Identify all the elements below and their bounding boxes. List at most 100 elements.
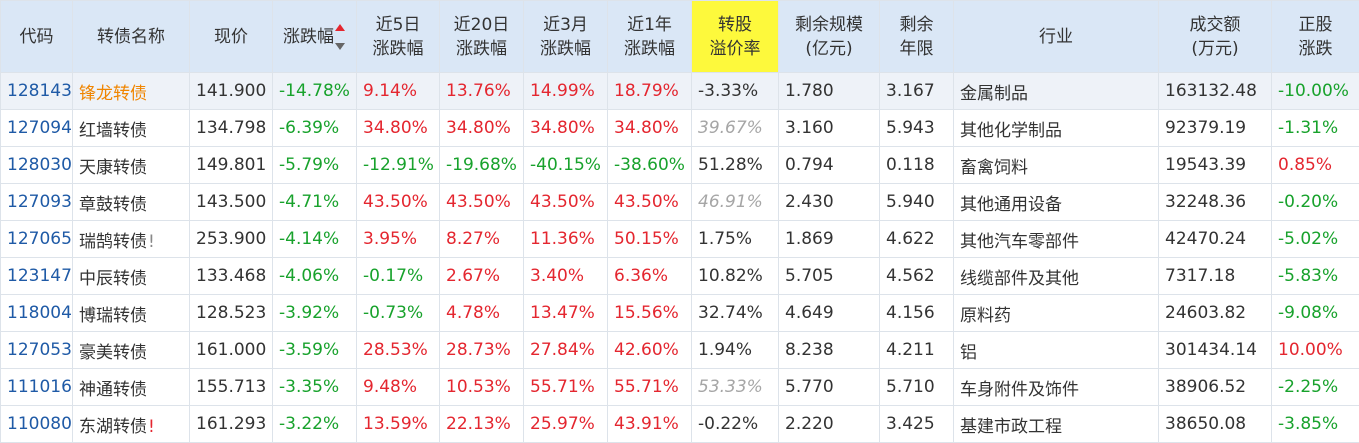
header-stock-change[interactable]: 正股涨跌 [1272, 1, 1359, 73]
header-change-1y[interactable]: 近1年涨跌幅 [608, 1, 692, 73]
bond-name[interactable]: 章鼓转债 [79, 195, 147, 215]
bond-name-cell[interactable]: 东湖转债! [73, 406, 190, 443]
bond-code[interactable]: 111016 [7, 377, 72, 397]
change-cell: -14.78% [273, 73, 357, 110]
header-change-20d[interactable]: 近20日涨跌幅 [440, 1, 524, 73]
bond-name[interactable]: 锋龙转债 [79, 84, 147, 104]
premium-cell: 51.28% [692, 147, 779, 184]
bond-name-cell[interactable]: 神通转债 [73, 369, 190, 406]
bond-code[interactable]: 127053 [7, 340, 72, 360]
change: -3.59% [279, 340, 339, 360]
change-1y-cell: 43.91% [608, 406, 692, 443]
header-industry[interactable]: 行业 [954, 1, 1159, 73]
remaining-scale-cell: 1.780 [779, 73, 880, 110]
remaining-scale-cell: 0.794 [779, 147, 880, 184]
remaining-scale: 0.794 [785, 155, 834, 175]
change-5d: 43.50% [363, 192, 428, 212]
bond-code[interactable]: 127065 [7, 229, 72, 249]
industry-cell: 铝 [954, 332, 1159, 369]
industry-cell: 线缆部件及其他 [954, 258, 1159, 295]
bond-name[interactable]: 豪美转债 [79, 343, 147, 363]
bond-code[interactable]: 118004 [7, 303, 72, 323]
bond-name-cell[interactable]: 博瑞转债 [73, 295, 190, 332]
header-name[interactable]: 转债名称 [73, 1, 190, 73]
change-cell: -3.22% [273, 406, 357, 443]
bond-code[interactable]: 128143 [7, 81, 72, 101]
bond-code[interactable]: 123147 [7, 266, 72, 286]
bond-code-cell[interactable]: 127094 [1, 110, 73, 147]
bond-code[interactable]: 128030 [7, 155, 72, 175]
remaining-scale: 1.869 [785, 229, 834, 249]
change-3m: 55.71% [530, 377, 595, 397]
bond-name-cell[interactable]: 天康转债 [73, 147, 190, 184]
bond-name[interactable]: 东湖转债 [79, 417, 147, 437]
header-remaining-scale[interactable]: 剩余规模(亿元) [779, 1, 880, 73]
bond-code[interactable]: 127093 [7, 192, 72, 212]
price-cell: 134.798 [190, 110, 273, 147]
bond-code-cell[interactable]: 110080 [1, 406, 73, 443]
header-change-5d[interactable]: 近5日涨跌幅 [357, 1, 440, 73]
stock-change: 0.85% [1278, 155, 1332, 175]
bond-name-cell[interactable]: 红墙转债 [73, 110, 190, 147]
price-cell: 253.900 [190, 221, 273, 258]
premium-cell: -0.22% [692, 406, 779, 443]
header-premium[interactable]: 转股溢价率 [692, 1, 779, 73]
bond-name-cell[interactable]: 瑞鹄转债! [73, 221, 190, 258]
bond-code-cell[interactable]: 123147 [1, 258, 73, 295]
header-change[interactable]: 涨跌幅 [273, 1, 357, 73]
change-20d-cell: 13.76% [440, 73, 524, 110]
bond-code-cell[interactable]: 127053 [1, 332, 73, 369]
change-5d-cell: -0.17% [357, 258, 440, 295]
bond-code-cell[interactable]: 127093 [1, 184, 73, 221]
header-turnover[interactable]: 成交额(万元) [1159, 1, 1272, 73]
bond-name[interactable]: 天康转债 [79, 158, 147, 178]
bond-name-cell[interactable]: 章鼓转债 [73, 184, 190, 221]
header-remaining-years[interactable]: 剩余年限 [880, 1, 954, 73]
change-5d: 28.53% [363, 340, 428, 360]
turnover-cell: 19543.39 [1159, 147, 1272, 184]
bond-code[interactable]: 127094 [7, 118, 72, 138]
header-change-3m[interactable]: 近3月涨跌幅 [524, 1, 608, 73]
header-remaining-years-label: 年限 [900, 39, 934, 59]
industry: 车身附件及饰件 [960, 380, 1079, 400]
header-code[interactable]: 代码 [1, 1, 73, 73]
bond-code-cell[interactable]: 128143 [1, 73, 73, 110]
bond-code-cell[interactable]: 128030 [1, 147, 73, 184]
bond-name[interactable]: 中辰转债 [79, 269, 147, 289]
bond-code[interactable]: 110080 [7, 414, 72, 434]
header-change-3m-label: 近3月 [543, 15, 588, 35]
bond-name[interactable]: 神通转债 [79, 380, 147, 400]
bond-name[interactable]: 瑞鹄转债 [79, 232, 147, 252]
bond-name[interactable]: 红墙转债 [79, 121, 147, 141]
bond-name[interactable]: 博瑞转债 [79, 306, 147, 326]
bond-code-cell[interactable]: 111016 [1, 369, 73, 406]
change-3m: 13.47% [530, 303, 595, 323]
stock-change-cell: -5.02% [1272, 221, 1359, 258]
sort-desc-icon[interactable] [334, 18, 346, 56]
bond-code-cell[interactable]: 127065 [1, 221, 73, 258]
bond-code-cell[interactable]: 118004 [1, 295, 73, 332]
industry-cell: 畜禽饲料 [954, 147, 1159, 184]
industry: 畜禽饲料 [960, 158, 1028, 178]
change-3m-cell: 55.71% [524, 369, 608, 406]
bond-name-cell[interactable]: 锋龙转债 [73, 73, 190, 110]
remaining-years-cell: 5.710 [880, 369, 954, 406]
remaining-scale: 2.220 [785, 414, 834, 434]
bond-name-cell[interactable]: 中辰转债 [73, 258, 190, 295]
header-price[interactable]: 现价 [190, 1, 273, 73]
change-3m: 11.36% [530, 229, 595, 249]
change-1y: 6.36% [614, 266, 668, 286]
change-3m: 43.50% [530, 192, 595, 212]
bond-name-cell[interactable]: 豪美转债 [73, 332, 190, 369]
premium-cell: 39.67% [692, 110, 779, 147]
